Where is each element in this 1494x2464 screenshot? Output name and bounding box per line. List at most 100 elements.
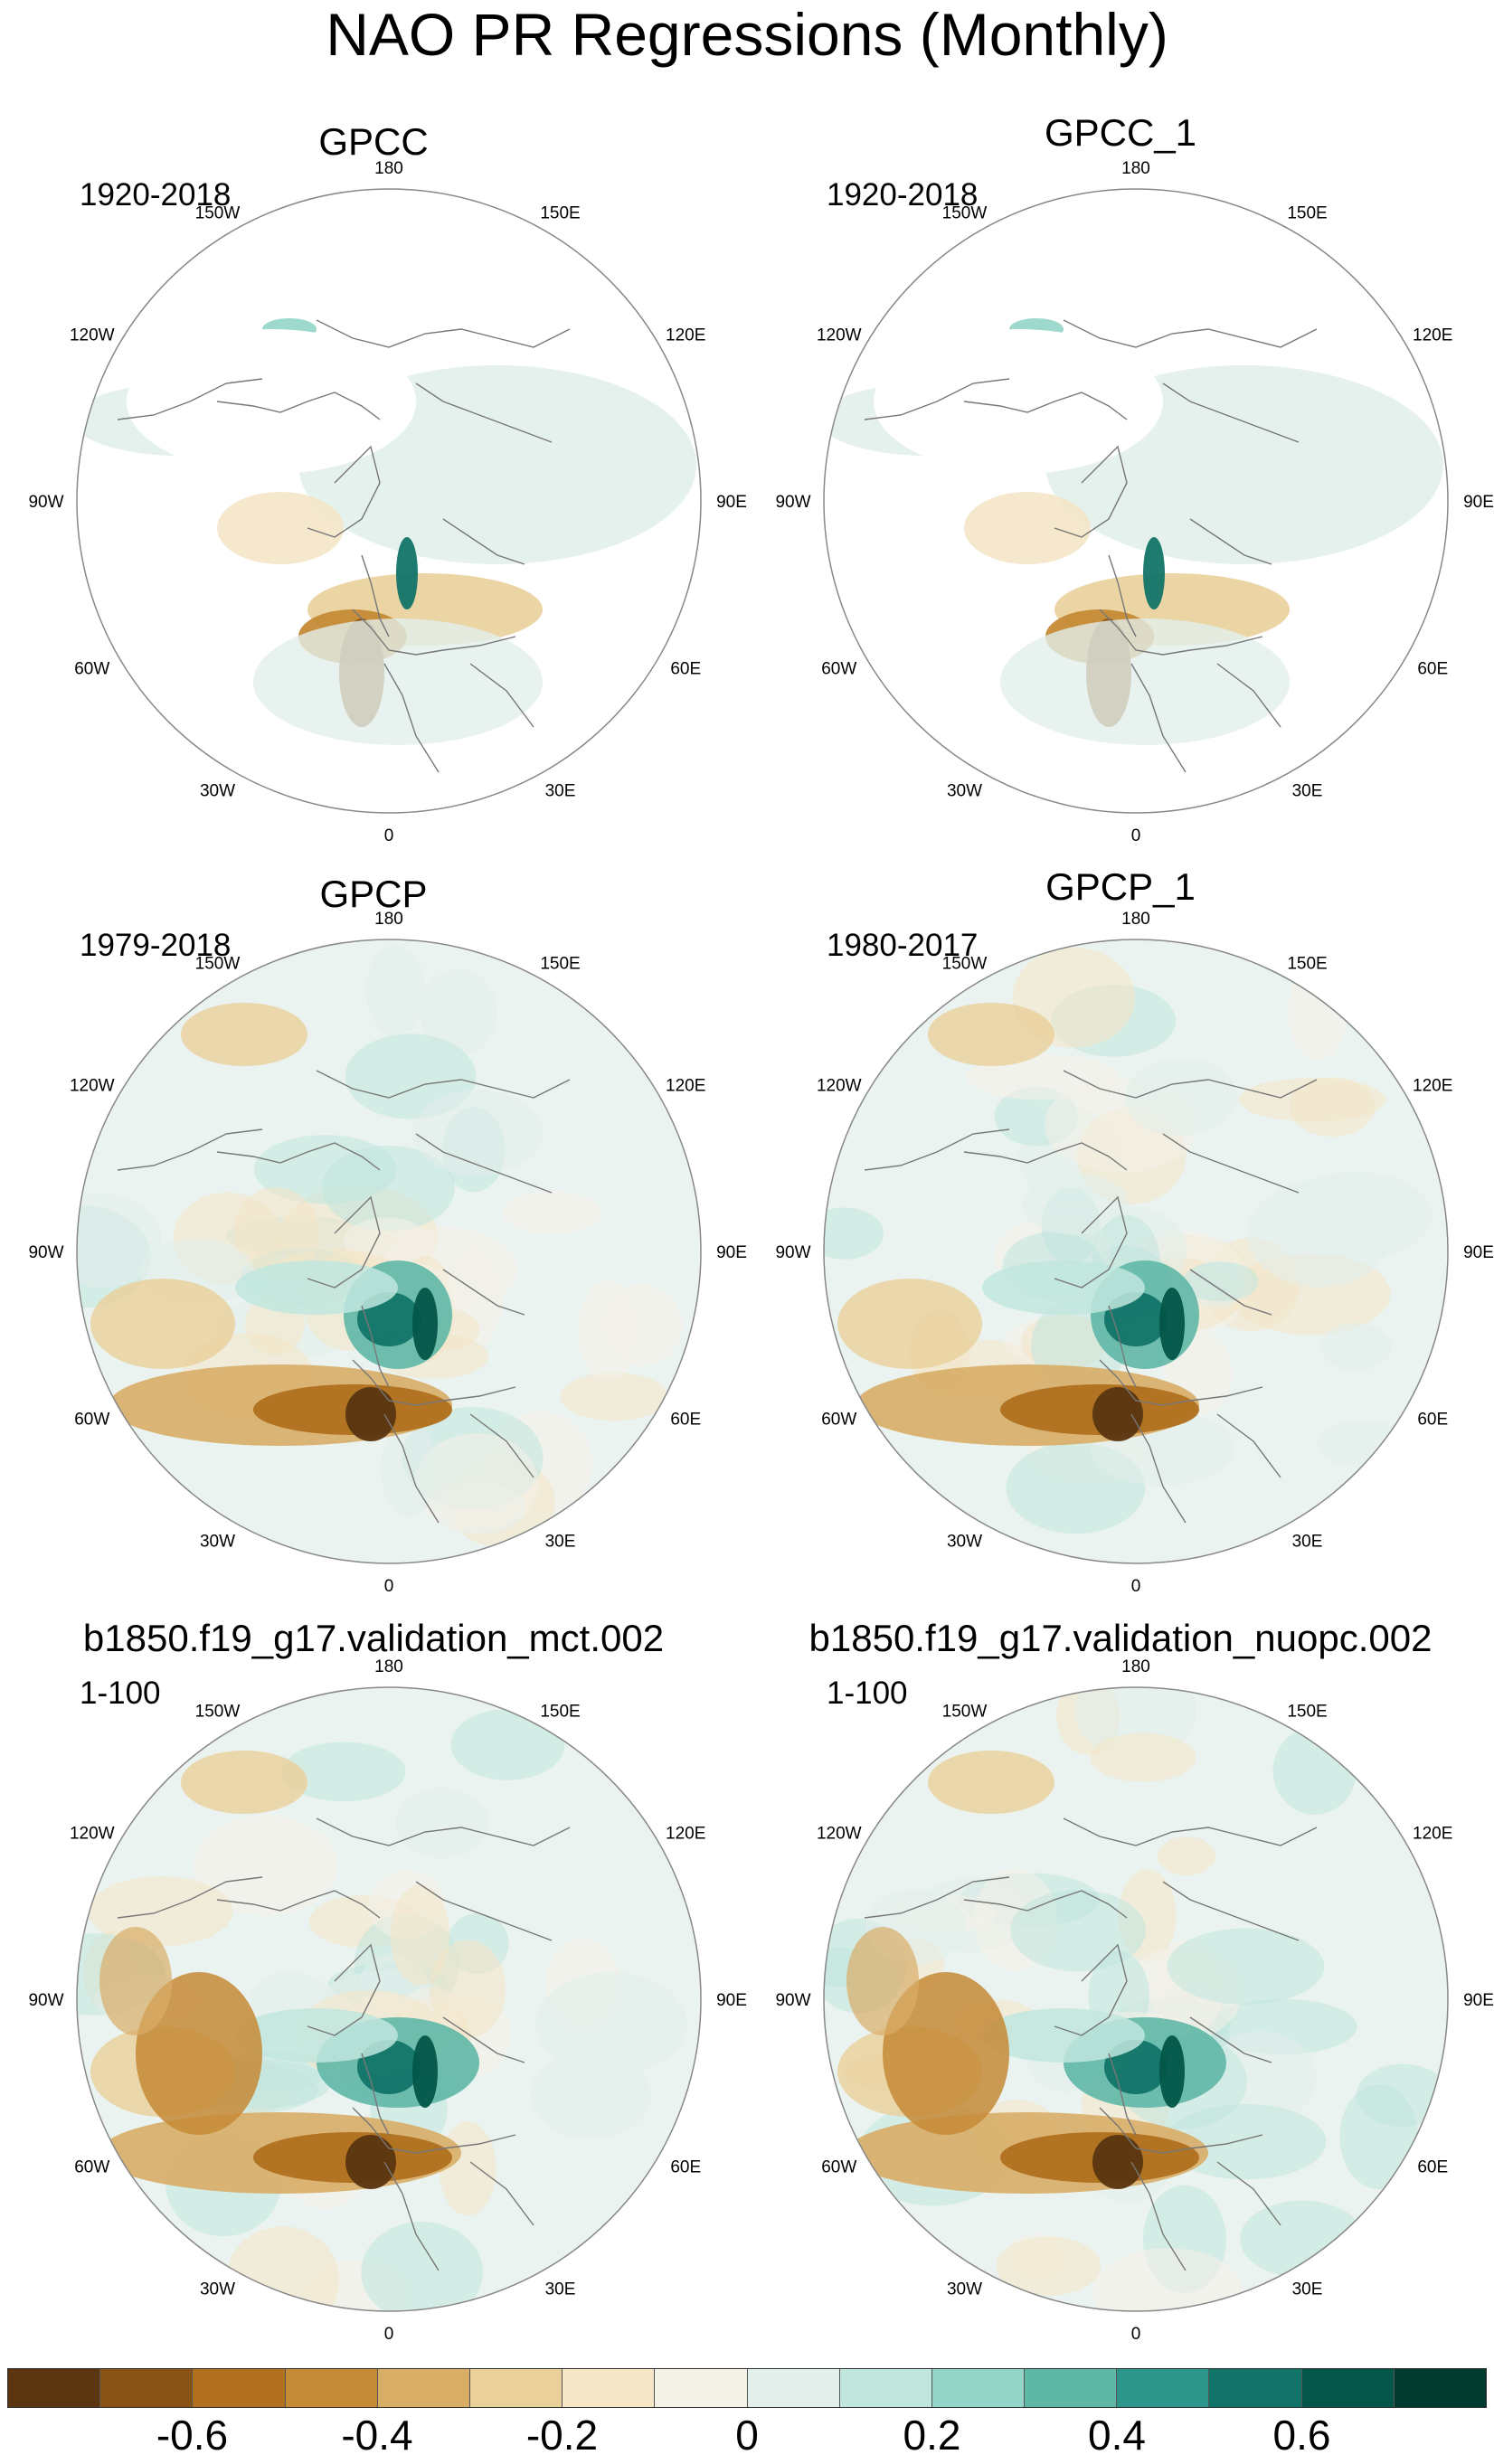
longitude-label: 0 — [1131, 2325, 1141, 2344]
coastline — [469, 1413, 534, 1478]
longitude-label: 60E — [670, 2158, 701, 2177]
longitude-label: 180 — [374, 910, 403, 929]
shading-contour — [577, 1280, 639, 1381]
longitude-label: 120W — [817, 1077, 862, 1096]
coastline — [963, 392, 1128, 420]
shading-contour — [181, 1003, 307, 1066]
colorbar-tick-label: 0.6 — [1272, 2412, 1331, 2459]
shading-contour — [1240, 2200, 1365, 2278]
colorbar-segment — [563, 2369, 656, 2407]
longitude-label: 30W — [200, 782, 235, 801]
coastline — [352, 2107, 516, 2154]
colorbar-segment — [100, 2369, 194, 2407]
shading-contour — [253, 1135, 397, 1204]
longitude-label: 60E — [670, 1411, 701, 1430]
panel-period: 1-100 — [827, 1676, 908, 1711]
longitude-label: 30W — [947, 2280, 982, 2299]
map-panel-3: 180 150E 120E 90E 60E 30E 0 30W 60W 90W 120W 150W GP… — [0, 859, 747, 1606]
coastline — [1216, 1413, 1281, 1478]
panel-title: GPCC_1 — [1044, 111, 1197, 154]
coastline — [1189, 518, 1272, 565]
coastline — [117, 1876, 263, 1919]
longitude-label: 30W — [947, 1533, 982, 1552]
longitude-label: 90W — [775, 493, 810, 512]
coastline — [307, 445, 381, 538]
shading-contour — [846, 1927, 919, 2035]
longitude-label: 180 — [374, 159, 403, 178]
coastline — [415, 1881, 553, 1941]
longitude-label: 30W — [200, 1533, 235, 1552]
shading-contour — [281, 1742, 406, 1802]
shading-contour — [90, 1279, 235, 1369]
longitude-label: 150W — [942, 1702, 988, 1721]
coastline — [361, 2053, 390, 2136]
coastline — [1108, 554, 1137, 637]
shading-contour — [235, 1260, 398, 1315]
coastline — [864, 1876, 1010, 1919]
coastline — [361, 1305, 390, 1388]
coastline — [307, 1195, 381, 1289]
shading-contour — [345, 2135, 396, 2189]
shading-contour — [1092, 2135, 1143, 2189]
shading-contour — [361, 2222, 483, 2311]
colorbar — [7, 2368, 1487, 2408]
coastline — [442, 2016, 525, 2063]
shading-contour — [928, 1751, 1054, 1814]
panel-period: 1-100 — [80, 1676, 161, 1711]
shading-contour — [193, 1815, 338, 1916]
colorbar-segment — [193, 2369, 286, 2407]
longitude-label: 60W — [821, 2158, 856, 2177]
longitude-label: 0 — [1131, 1577, 1141, 1596]
colorbar-segment — [1209, 2369, 1302, 2407]
shading-contour — [874, 329, 1163, 474]
map-boundary — [823, 939, 1449, 1564]
shading-contour — [1356, 2063, 1448, 2128]
shading-contour — [1143, 537, 1165, 609]
longitude-label: 90W — [775, 1991, 810, 2010]
map-panel-2: 180 150E 120E 90E 60E 30E 0 30W 60W 90W 120W 150W GP… — [747, 109, 1494, 855]
coastline — [1063, 1817, 1318, 1846]
shading-contour — [1320, 1322, 1392, 1371]
shading-contour — [395, 1788, 489, 1859]
shading-contour — [883, 1972, 1009, 2135]
panel-title: GPCP_1 — [1045, 865, 1196, 908]
coastline — [1189, 1269, 1272, 1316]
coastline — [216, 1142, 381, 1171]
longitude-label: 150E — [1287, 203, 1327, 222]
coastline — [469, 2161, 534, 2226]
shading-contour — [837, 1279, 982, 1369]
longitude-label: 30E — [545, 2280, 576, 2299]
shading-contour — [1090, 1732, 1196, 1782]
coastline — [216, 392, 381, 420]
colorbar-segment — [377, 2369, 470, 2407]
longitude-label: 90W — [28, 1991, 63, 2010]
panel-period: 1979-2018 — [80, 928, 232, 963]
coastline — [1054, 1943, 1128, 2036]
shading-contour — [439, 2121, 496, 2216]
coastline — [442, 518, 525, 565]
longitude-label: 150E — [540, 954, 580, 973]
colorbar-segment — [931, 2369, 1026, 2407]
longitude-label: 150W — [942, 203, 988, 222]
polar-map: 180 150E 120E 90E 60E 30E 0 30W 60W 90W 120W 150W — [775, 159, 1493, 845]
colorbar-segment — [839, 2369, 932, 2407]
longitude-label: 60E — [1417, 2158, 1448, 2177]
longitude-label: 90E — [716, 1991, 747, 2010]
coastline — [1099, 609, 1263, 656]
shading-contour — [414, 1433, 539, 1534]
shading-contour — [365, 944, 426, 1036]
longitude-label: 150E — [540, 1702, 580, 1721]
shading-contour — [1124, 1058, 1238, 1137]
coastline — [1162, 1881, 1300, 1941]
longitude-label: 0 — [384, 1577, 394, 1596]
longitude-label: 150W — [195, 203, 241, 222]
longitude-label: 120W — [70, 1077, 115, 1096]
coastline — [117, 1128, 263, 1171]
shading-contour — [1010, 1890, 1146, 1972]
shading-contour — [345, 1387, 396, 1441]
colorbar-tick-label: -0.6 — [156, 2412, 229, 2459]
coastline — [1162, 1133, 1300, 1194]
shading-contour — [127, 329, 416, 474]
longitude-label: 60W — [74, 660, 109, 679]
map-panel-4: 180 150E 120E 90E 60E 30E 0 30W 60W 90W 120W 150W GP… — [747, 859, 1494, 1606]
